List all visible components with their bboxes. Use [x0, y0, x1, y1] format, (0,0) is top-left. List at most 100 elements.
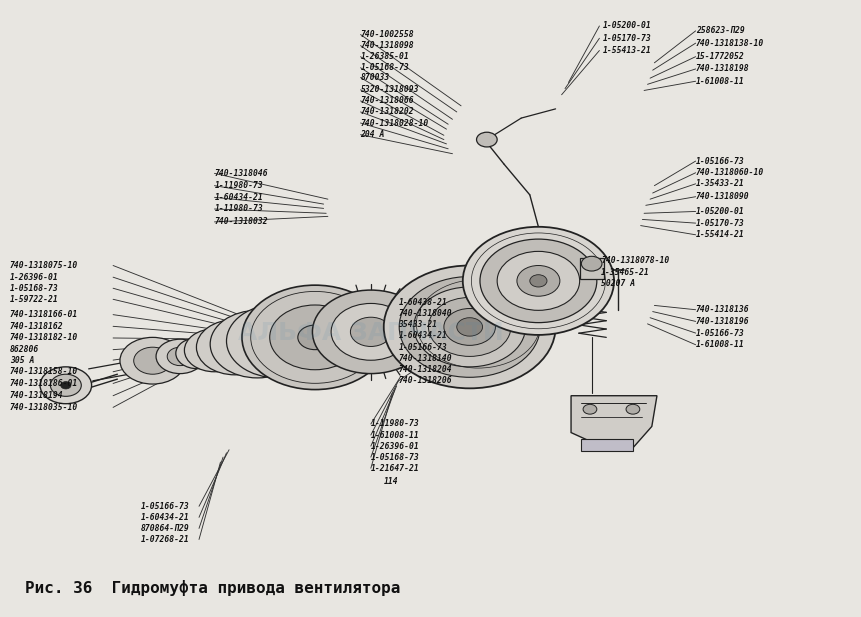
Text: 870864-П29: 870864-П29: [140, 524, 189, 533]
Text: 740-1318206: 740-1318206: [398, 376, 451, 386]
Text: 1-35465-21: 1-35465-21: [600, 268, 649, 277]
Circle shape: [580, 256, 601, 271]
Text: 1-05200-01: 1-05200-01: [695, 207, 744, 216]
Circle shape: [428, 297, 511, 357]
Text: 740-1318090: 740-1318090: [695, 193, 748, 201]
Circle shape: [517, 265, 560, 296]
Text: 740-1318158-10: 740-1318158-10: [10, 367, 78, 376]
Text: 740-1318060-10: 740-1318060-10: [695, 168, 763, 177]
Circle shape: [232, 326, 283, 363]
Text: 1-05168-73: 1-05168-73: [370, 453, 419, 462]
Circle shape: [443, 308, 495, 346]
Text: 740-1318078-10: 740-1318078-10: [600, 256, 669, 265]
Text: 1-05166-73: 1-05166-73: [140, 502, 189, 511]
Text: 740-1318028-10: 740-1318028-10: [360, 118, 428, 128]
Text: 1-26396-01: 1-26396-01: [370, 442, 419, 450]
Text: 1-11980-73: 1-11980-73: [214, 181, 263, 190]
Text: 1-05166-73: 1-05166-73: [398, 342, 447, 352]
Text: 1-05168-73: 1-05168-73: [10, 284, 59, 292]
Circle shape: [133, 347, 171, 375]
Circle shape: [120, 337, 185, 384]
Text: 1-60434-21: 1-60434-21: [140, 513, 189, 522]
Text: 1-05170-73: 1-05170-73: [695, 218, 744, 228]
Circle shape: [242, 285, 387, 389]
Text: 1-05200-01: 1-05200-01: [602, 22, 651, 30]
Circle shape: [456, 318, 482, 336]
Circle shape: [214, 332, 257, 363]
Text: 1-61008-11: 1-61008-11: [695, 77, 744, 86]
Text: 1-60434-21: 1-60434-21: [214, 193, 263, 202]
Circle shape: [226, 304, 329, 378]
Text: 740-1318098: 740-1318098: [360, 41, 413, 50]
Text: 1-07268-21: 1-07268-21: [140, 535, 189, 544]
Circle shape: [312, 290, 429, 374]
Text: 1-59722-21: 1-59722-21: [10, 295, 59, 304]
Text: 1-05170-73: 1-05170-73: [602, 34, 651, 43]
Circle shape: [350, 317, 391, 347]
Text: 305 A: 305 A: [10, 355, 34, 365]
Text: 1-60438-21: 1-60438-21: [398, 298, 447, 307]
Text: 740-1318136: 740-1318136: [695, 305, 748, 314]
Text: 5320-1318093: 5320-1318093: [360, 85, 418, 94]
Text: 740-1318196: 740-1318196: [695, 317, 748, 326]
Bar: [580, 439, 632, 451]
Text: 862806: 862806: [10, 345, 40, 354]
Text: 1-26396-01: 1-26396-01: [10, 273, 59, 282]
Polygon shape: [570, 395, 656, 451]
Text: 740-1318202: 740-1318202: [360, 107, 413, 117]
Text: 740-1318186-01: 740-1318186-01: [10, 379, 78, 388]
Text: 740-1318075-10: 740-1318075-10: [10, 261, 78, 270]
Circle shape: [476, 132, 497, 147]
Text: 870033: 870033: [360, 73, 389, 82]
Text: 740-1318182-10: 740-1318182-10: [10, 333, 78, 342]
Circle shape: [50, 375, 81, 396]
Circle shape: [582, 404, 596, 414]
Text: Рис. 36  Гидромуфта привода вентилятора: Рис. 36 Гидромуфта привода вентилятора: [26, 580, 400, 596]
Text: 35433-21: 35433-21: [398, 320, 437, 329]
Circle shape: [480, 239, 596, 323]
Text: 740-1002558: 740-1002558: [360, 30, 413, 39]
Circle shape: [399, 276, 540, 377]
Text: 740-1318138-10: 740-1318138-10: [695, 39, 763, 48]
Circle shape: [331, 304, 410, 360]
Text: 1-21647-21: 1-21647-21: [370, 464, 419, 473]
Text: 1-05166-73: 1-05166-73: [695, 157, 744, 165]
Text: 204 A: 204 A: [360, 130, 385, 139]
Text: 740-1318204: 740-1318204: [398, 365, 451, 374]
Text: 740-1318040: 740-1318040: [398, 309, 451, 318]
Text: 1-61008-11: 1-61008-11: [695, 340, 744, 349]
Circle shape: [497, 251, 579, 310]
Circle shape: [156, 339, 204, 374]
Circle shape: [269, 305, 360, 370]
Circle shape: [530, 275, 547, 287]
Circle shape: [625, 404, 639, 414]
Text: 740-1318032: 740-1318032: [214, 217, 268, 226]
Text: 258623-П29: 258623-П29: [695, 27, 744, 35]
Bar: [579, 257, 603, 279]
Circle shape: [185, 345, 209, 362]
Circle shape: [184, 329, 245, 372]
Circle shape: [176, 338, 219, 369]
Text: 740-1318035-10: 740-1318035-10: [10, 403, 78, 412]
Text: 740-1318140: 740-1318140: [398, 354, 451, 363]
Circle shape: [197, 338, 232, 363]
Text: 740-1318198: 740-1318198: [695, 64, 748, 73]
Circle shape: [167, 347, 193, 366]
Circle shape: [413, 287, 525, 367]
Text: 1-11980-73: 1-11980-73: [370, 420, 419, 428]
Text: 740-1318162: 740-1318162: [10, 322, 64, 331]
Circle shape: [297, 325, 331, 350]
Text: 1-11980-73: 1-11980-73: [214, 204, 263, 213]
Circle shape: [251, 321, 305, 361]
Circle shape: [462, 227, 613, 335]
Text: 1-05168-73: 1-05168-73: [360, 63, 409, 72]
Text: 1-55414-21: 1-55414-21: [695, 230, 744, 239]
Circle shape: [196, 320, 274, 375]
Text: 1-35433-21: 1-35433-21: [695, 180, 744, 188]
Text: 1-26385-01: 1-26385-01: [360, 52, 409, 61]
Text: 1-61008-11: 1-61008-11: [370, 431, 419, 439]
Text: 114: 114: [383, 477, 398, 486]
Text: 740-1318166-01: 740-1318166-01: [10, 310, 78, 319]
Text: 1-60434-21: 1-60434-21: [398, 331, 447, 340]
Text: АЛЬФА ЗАПЧАСТИ: АЛЬФА ЗАПЧАСТИ: [238, 321, 503, 345]
